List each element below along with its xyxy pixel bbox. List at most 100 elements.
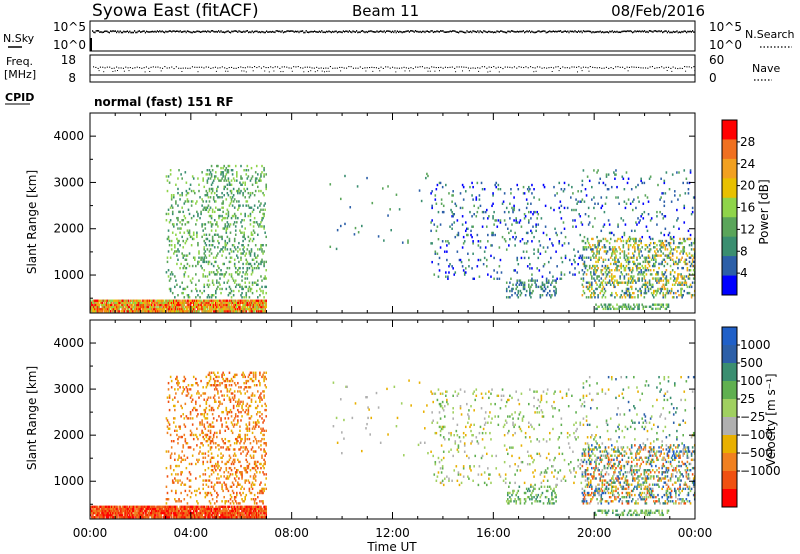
power-cell <box>227 303 230 307</box>
power-cell <box>603 291 606 295</box>
power-cell <box>214 175 217 178</box>
power-cell <box>179 285 181 289</box>
freq-point <box>500 66 502 68</box>
power-cell <box>497 183 500 187</box>
velocity-cell <box>164 505 167 509</box>
power-cell <box>517 296 520 299</box>
power-cell <box>538 240 541 243</box>
velocity-cell <box>163 511 166 515</box>
power-cell <box>526 188 529 191</box>
power-cell <box>621 281 624 284</box>
freq-point <box>615 66 617 68</box>
freq-point <box>440 66 442 68</box>
power-cell <box>154 299 156 302</box>
power-cell <box>603 287 606 291</box>
freq-point <box>166 67 168 69</box>
power-cell <box>556 233 558 237</box>
power-cell <box>660 262 662 266</box>
power-cell <box>105 301 108 305</box>
velocity-cell <box>96 511 98 515</box>
nsky-point <box>551 30 553 33</box>
power-cell <box>509 289 511 293</box>
velocity-cell <box>187 505 190 509</box>
power-cell <box>218 305 220 309</box>
velocity-cell <box>96 509 98 513</box>
power-cell <box>109 301 112 305</box>
power-cell <box>633 256 635 259</box>
power-cell <box>101 309 104 313</box>
power-cell <box>147 307 150 311</box>
power-cell <box>250 231 253 234</box>
power-cell <box>485 258 488 262</box>
power-cell <box>630 307 633 311</box>
power-cell <box>214 206 217 209</box>
power-cell <box>171 273 174 276</box>
power-cell <box>637 248 639 251</box>
nsky-point <box>454 30 456 32</box>
power-cell <box>241 301 243 305</box>
power-cell <box>189 235 192 239</box>
power-cell <box>187 303 190 307</box>
power-cell <box>162 309 165 313</box>
power-cell <box>223 194 225 197</box>
power-cell <box>208 239 211 243</box>
power-cell <box>186 198 189 201</box>
power-cell <box>210 223 213 226</box>
nave-point <box>215 70 217 72</box>
power-cell <box>667 291 670 295</box>
power-cell <box>470 233 472 237</box>
power-cell <box>464 190 467 193</box>
nsky-point <box>602 31 604 33</box>
power-cell <box>539 285 542 289</box>
power-cell <box>228 307 231 311</box>
nsky-point <box>620 31 622 34</box>
velocity-cell <box>114 507 116 511</box>
power-cell <box>687 275 690 278</box>
power-cell <box>665 269 668 272</box>
power-cell <box>645 291 648 295</box>
power-cell <box>143 307 146 311</box>
power-cell <box>118 307 120 311</box>
power-cell <box>597 275 599 278</box>
nsky-point <box>400 31 402 33</box>
power-cell <box>191 307 194 311</box>
velocity-cell <box>135 509 137 513</box>
power-cell <box>638 250 640 253</box>
power-cell <box>94 303 96 307</box>
power-cell <box>635 185 637 189</box>
power-cell <box>221 196 223 199</box>
power-cell <box>672 279 675 282</box>
power-cell <box>226 266 229 270</box>
power-cell <box>252 309 255 313</box>
power-cell <box>212 179 215 182</box>
power-cell <box>625 171 628 174</box>
power-cell <box>591 237 593 241</box>
nsky-point <box>482 31 484 34</box>
nsky-point <box>650 30 652 32</box>
nsky-point <box>232 30 234 33</box>
velocity-cell <box>101 516 104 519</box>
power-cell <box>238 266 240 270</box>
power-cell <box>217 303 219 307</box>
power-cell <box>531 291 533 295</box>
nave-point <box>581 70 583 72</box>
nave-point <box>197 71 199 73</box>
power-cell <box>599 285 602 289</box>
power-cell <box>234 271 237 274</box>
power-cell <box>246 299 249 302</box>
power-cell <box>213 177 216 180</box>
freq-point <box>571 66 573 68</box>
power-cell <box>648 177 651 180</box>
freq-point <box>297 66 299 68</box>
power-cell <box>662 305 665 308</box>
freq-point <box>569 67 571 69</box>
power-cell <box>202 309 204 313</box>
power-cell <box>169 277 172 280</box>
power-cell <box>540 217 543 220</box>
power-cell <box>188 305 191 309</box>
power-cell <box>106 309 109 313</box>
power-cell <box>176 283 178 286</box>
power-cell <box>217 196 219 199</box>
power-cell <box>211 307 214 311</box>
power-cell <box>167 208 170 211</box>
